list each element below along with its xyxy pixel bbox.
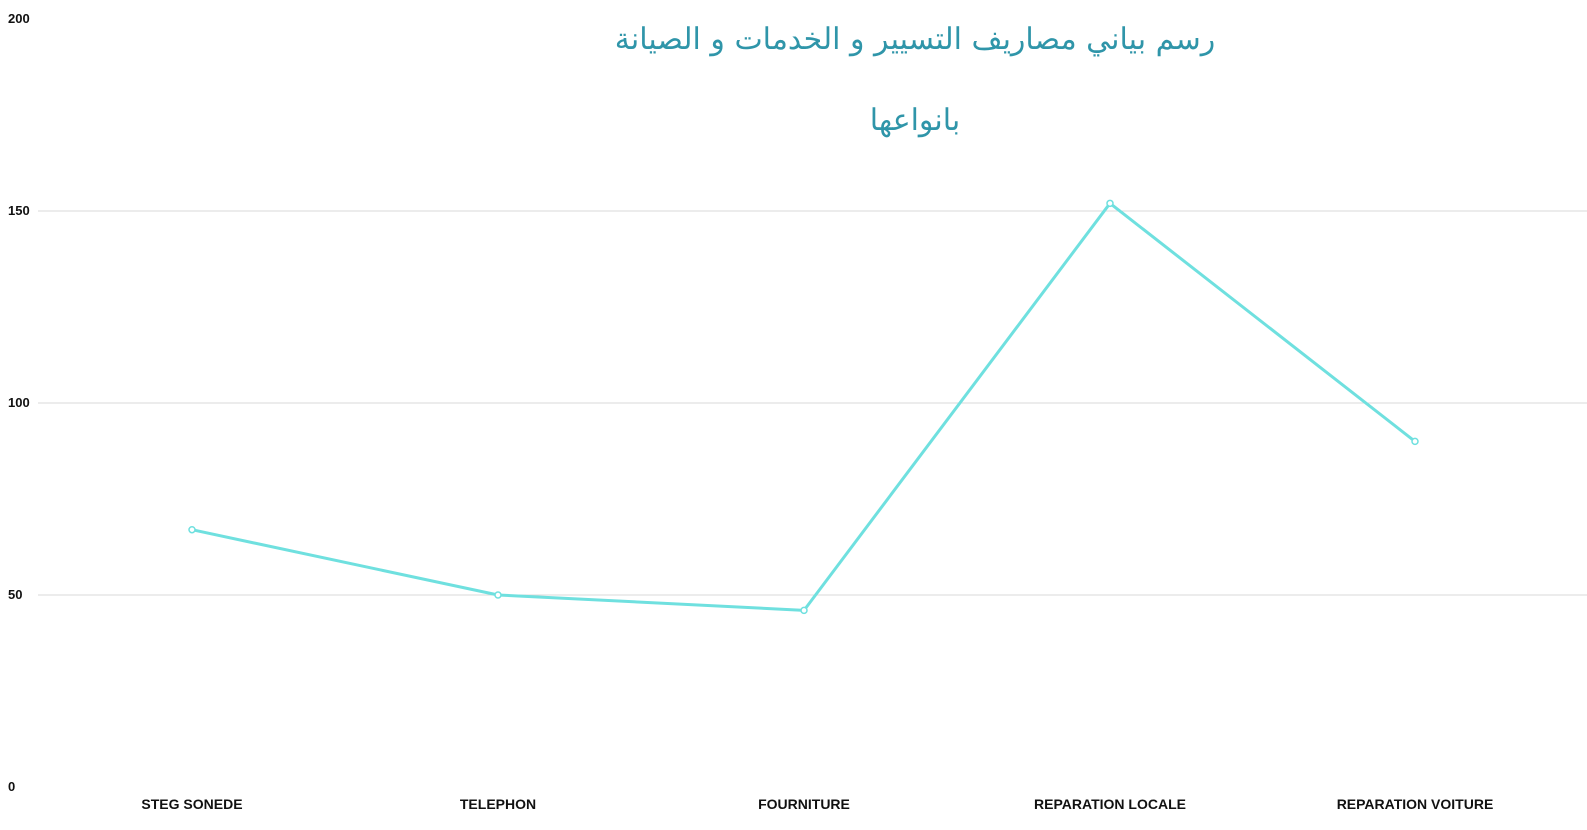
x-tick-label: STEG SONEDE <box>141 796 242 812</box>
x-tick-label: FOURNITURE <box>758 796 850 812</box>
series-line <box>190 201 1417 612</box>
x-tick-label: TELEPHON <box>460 796 536 812</box>
x-tick-label: REPARATION VOITURE <box>1337 796 1494 812</box>
data-point <box>800 606 808 615</box>
y-tick-label: 200 <box>8 11 30 26</box>
y-tick-label: 150 <box>8 203 30 218</box>
chart-subtitle: بانواعها <box>869 103 961 138</box>
chart-title: رسم بياني مصاريف التسيير و الخدمات و الص… <box>614 22 1216 57</box>
x-tick-label: REPARATION LOCALE <box>1034 796 1186 812</box>
y-tick-label: 100 <box>8 395 30 410</box>
data-point <box>494 591 502 599</box>
data-point <box>188 525 196 534</box>
data-point <box>1106 199 1114 208</box>
data-point <box>1411 437 1419 446</box>
y-tick-label: 0 <box>8 779 15 794</box>
y-tick-label: 50 <box>8 587 22 602</box>
